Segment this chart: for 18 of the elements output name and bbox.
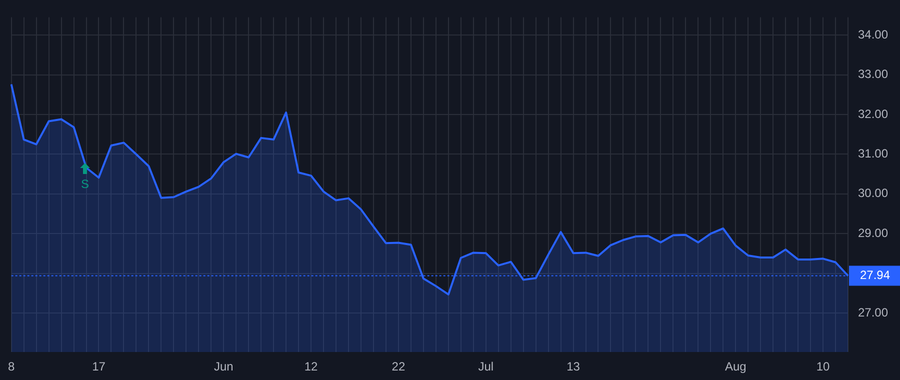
x-tick-label: Jul — [478, 360, 494, 374]
y-tick-label: 34.00 — [858, 27, 888, 42]
y-tick-label: 27.00 — [858, 305, 888, 320]
ref-line-label: 27.94 — [860, 268, 890, 282]
y-tick-label: 32.00 — [858, 106, 888, 121]
y-tick-label: 31.00 — [858, 146, 888, 161]
x-tick-label: 13 — [566, 360, 580, 374]
y-tick-label: 29.00 — [858, 226, 888, 240]
x-tick-label: 12 — [304, 360, 318, 374]
annotation: S — [80, 176, 89, 191]
y-tick-label: 30.00 — [858, 186, 888, 200]
x-tick-label: Aug — [724, 360, 746, 374]
x-tick-label: 10 — [816, 360, 830, 374]
x-tick-label: 17 — [92, 360, 106, 374]
x-tick-label: Jun — [214, 360, 234, 374]
y-tick-label: 33.00 — [858, 67, 888, 82]
x-tick-label: 8 — [8, 360, 15, 374]
x-tick-label: 22 — [392, 360, 406, 374]
